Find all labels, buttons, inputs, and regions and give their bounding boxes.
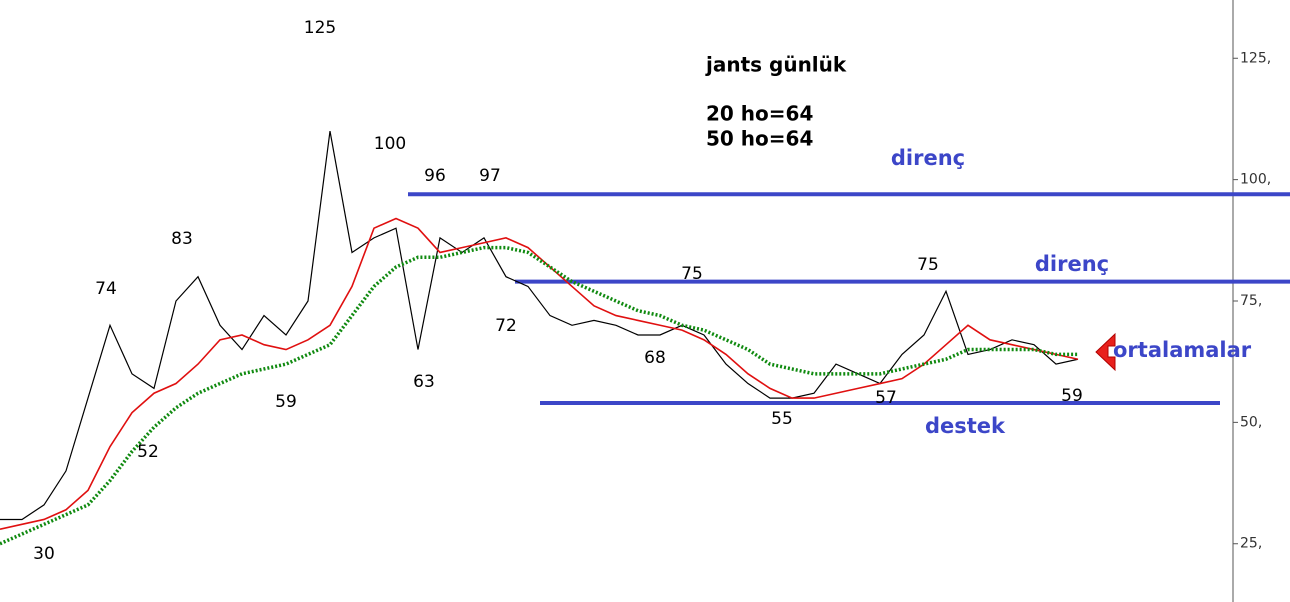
- reference-label: direnç: [891, 146, 965, 170]
- peak-label: 52: [137, 442, 159, 462]
- series-line: [0, 217, 1079, 530]
- peak-label: 55: [771, 409, 793, 429]
- y-tick-label: 50,: [1240, 414, 1262, 430]
- reference-label: direnç: [1035, 252, 1109, 276]
- peak-label: 96: [424, 166, 446, 186]
- peak-label: 30: [33, 544, 55, 564]
- y-tick-label: 100,: [1240, 172, 1271, 188]
- series-line: [0, 130, 1079, 521]
- y-tick-label: 125,: [1240, 50, 1271, 66]
- info-text: 50 ho=64: [706, 127, 813, 151]
- peak-label: 63: [413, 372, 435, 392]
- callout-label: ortalamalar: [1113, 338, 1252, 362]
- reference-label: destek: [925, 414, 1006, 438]
- peak-label: 59: [275, 392, 297, 412]
- peak-label: 97: [479, 166, 501, 186]
- peak-label: 75: [681, 264, 703, 284]
- chart-title: jants günlük: [705, 53, 847, 77]
- peak-label: 72: [495, 316, 517, 336]
- peak-label: 83: [171, 229, 193, 249]
- peak-label: 74: [95, 279, 117, 299]
- peak-label: 75: [917, 255, 939, 275]
- y-tick-label: 25,: [1240, 536, 1262, 552]
- peak-label: 59: [1061, 386, 1083, 406]
- info-text: 20 ho=64: [706, 102, 813, 126]
- peak-label: 68: [644, 348, 666, 368]
- peak-label: 100: [374, 134, 406, 154]
- series-line: [0, 245, 1078, 546]
- arrow: [1095, 332, 1116, 372]
- peak-label: 125: [304, 18, 336, 38]
- y-tick-label: 75,: [1240, 293, 1262, 309]
- peak-label: 57: [875, 388, 897, 408]
